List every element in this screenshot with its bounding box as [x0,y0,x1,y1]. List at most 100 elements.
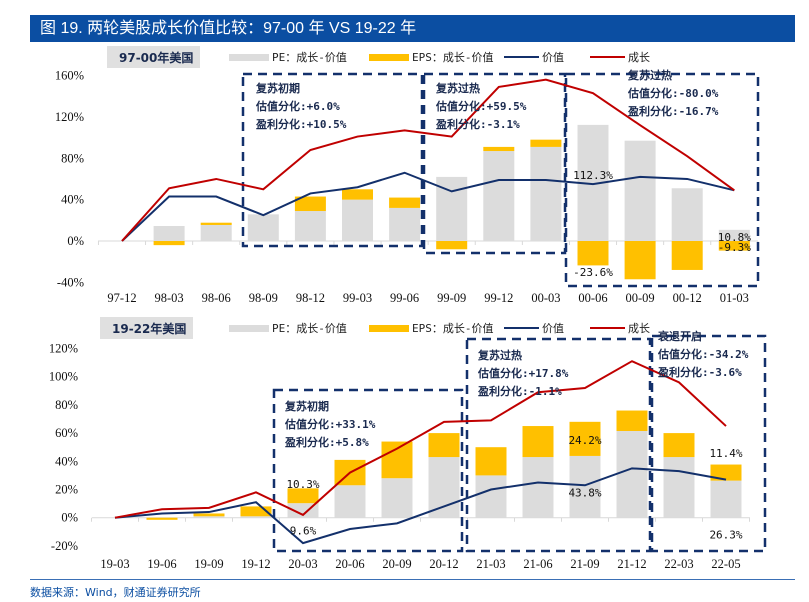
annotation-box [422,72,567,255]
growth-line [121,78,735,242]
panel-label-bg [100,317,193,339]
x-tick-label: 99-12 [484,291,513,305]
bar-eps [193,513,225,517]
annotation-box [465,337,652,553]
x-tick-label: 98-03 [155,291,184,305]
bar-pe [483,151,515,241]
bar-eps [475,447,507,476]
x-tick-label: 19-09 [194,557,223,571]
legend-label-eps: EPS：成长-价值 [412,322,494,335]
bar-eps [671,241,703,270]
data-label: 10.3% [286,478,319,491]
legend-label-eps: EPS：成长-价值 [412,51,494,64]
annotation-text: 估值分化:-80.0% [627,86,719,100]
x-tick-label: 99-09 [437,291,466,305]
bar-pe [247,214,279,241]
annotation-text: 估值分化:-34.2% [657,347,749,361]
annotation-text: 盈利分化:+5.8% [284,435,369,449]
x-tick-label: 01-03 [720,291,749,305]
figure-title: 图 19. 两轮美股成长价值比较：97-00 年 VS 19-22 年 [30,15,795,42]
data-label: 26.3% [709,529,742,542]
x-tick-label: 00-09 [626,291,655,305]
bar-eps [530,139,562,147]
legend-label-growth: 成长 [628,51,650,64]
bar-eps [710,464,742,481]
x-tick-label: 00-06 [578,291,607,305]
annotation-text: 盈利分化:+10.5% [255,117,347,131]
y-tick-label: -20% [51,539,78,553]
annotation-text: 复苏初期 [284,399,329,413]
annotation-text: 盈利分化:-3.6% [657,365,742,379]
annotation-text: 盈利分化:-16.7% [627,104,719,118]
bar-eps [342,189,373,200]
x-tick-label: 21-06 [523,557,552,571]
x-tick-label: 99-03 [343,291,372,305]
y-tick-label: 160% [55,69,84,83]
bar-eps [569,421,601,456]
data-label: 24.2% [568,434,601,447]
panel-label-bg [107,46,200,68]
bar-eps [624,241,656,280]
x-tick-label: 21-09 [570,557,599,571]
x-tick-label: 20-12 [429,557,458,571]
bar-pe [381,478,413,518]
x-tick-label: 98-09 [249,291,278,305]
data-label: 11.4% [709,447,742,460]
bar-pe [663,457,695,518]
y-tick-label: 80% [61,151,84,165]
x-tick-label: 97-12 [107,291,136,305]
y-tick-label: 120% [55,110,84,124]
annotation-text: 复苏过热 [477,348,522,362]
y-tick-label: 40% [61,193,84,207]
source-note: 数据来源：Wind，财通证券研究所 [30,586,201,599]
panel-label: 97-00年美国 [119,50,193,65]
bar-pe [342,199,373,241]
x-tick-label: 19-03 [100,557,129,571]
bar-eps [287,488,319,504]
bar-pe [428,457,460,518]
bar-eps [663,433,695,458]
legend-swatch-eps [369,54,409,61]
value-line [121,171,735,242]
x-tick-label: 20-03 [288,557,317,571]
bar-pe [475,475,507,518]
legend-label-growth: 成长 [628,322,650,335]
x-tick-label: 19-06 [147,557,176,571]
bar-pe [240,516,272,518]
legend-label-value: 价值 [542,322,564,335]
bar-eps [522,426,554,458]
annotation-text: 盈利分化:-1.1% [477,384,562,398]
bar-eps [483,146,515,152]
bar-eps [200,222,232,225]
value-line [114,467,727,545]
x-tick-label: 00-12 [673,291,702,305]
annotation-text: 复苏过热 [627,68,672,82]
bar-pe [193,516,225,518]
data-label: 43.8% [568,486,601,499]
legend-swatch-pe [229,54,269,61]
annotation-box [241,72,424,248]
x-tick-label: 99-06 [390,291,419,305]
x-tick-label: 98-12 [296,291,325,305]
bar-pe [153,226,185,241]
annotation-text: 复苏初期 [255,81,300,95]
x-tick-label: 98-06 [202,291,231,305]
annotation-text: 估值分化:+6.0% [255,99,340,113]
y-tick-label: 60% [55,426,78,440]
x-tick-label: 00-03 [531,291,560,305]
bar-pe [718,229,750,241]
bar-eps [616,410,648,431]
data-label: -9.3% [718,241,751,254]
bar-eps [240,506,272,517]
annotation-text: 估值分化:+59.5% [435,99,527,113]
bar-pe [522,457,554,518]
y-tick-label: 40% [55,454,78,468]
annotation-text: 估值分化:+17.8% [477,366,569,380]
panel-label: 19-22年美国 [112,321,186,336]
annotation-text: 盈利分化:-3.1% [435,117,520,131]
x-tick-label: 22-05 [711,557,740,571]
bar-pe [334,485,366,518]
bar-pe [616,430,648,518]
x-tick-label: 22-03 [664,557,693,571]
